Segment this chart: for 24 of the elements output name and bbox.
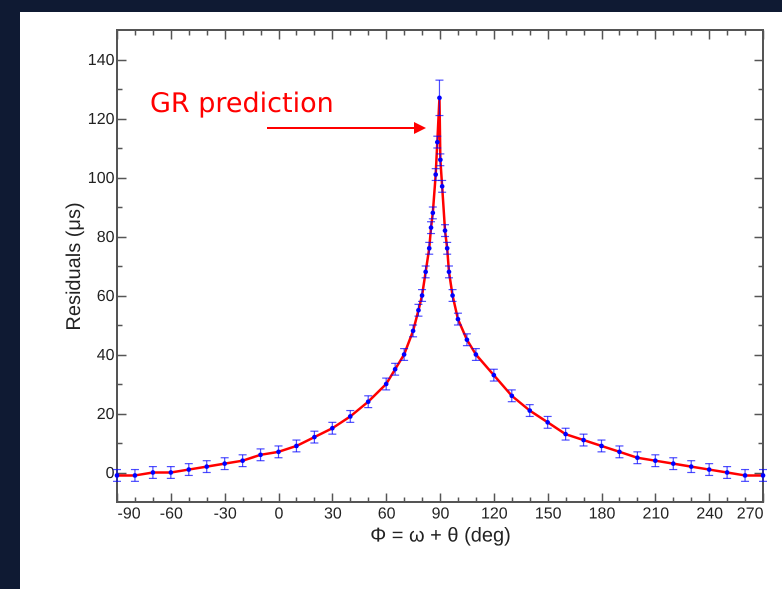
x-tick-label: 120	[480, 506, 508, 522]
x-tick-label: 150	[534, 506, 562, 522]
annotation: GR prediction	[150, 88, 334, 119]
y-axis-title: Residuals (μs)	[62, 202, 85, 331]
y-tick-label: 0	[106, 465, 115, 482]
x-tick-label: 90	[432, 506, 450, 522]
x-tick-label: 30	[324, 506, 342, 522]
x-tick-label: 180	[588, 506, 616, 522]
x-tick-label: -30	[214, 506, 237, 522]
x-tick-label: -60	[160, 506, 183, 522]
x-tick-label: 270	[736, 506, 764, 522]
y-tick-label: 100	[88, 170, 115, 187]
y-tick-label: 80	[96, 229, 115, 246]
x-axis-title: Φ = ω + θ (deg)	[370, 524, 511, 546]
x-tick-label: -90	[118, 506, 141, 522]
y-tick-label: 60	[96, 288, 115, 305]
x-tick-label: 60	[378, 506, 396, 522]
y-tick-label: 140	[88, 52, 115, 69]
y-tick-label: 20	[96, 406, 115, 423]
y-tick-label: 40	[96, 347, 115, 364]
y-tick-label: 120	[88, 111, 115, 128]
x-tick-label: 210	[642, 506, 670, 522]
x-tick-label: 0	[274, 506, 284, 522]
x-tick-label: 240	[696, 506, 724, 522]
